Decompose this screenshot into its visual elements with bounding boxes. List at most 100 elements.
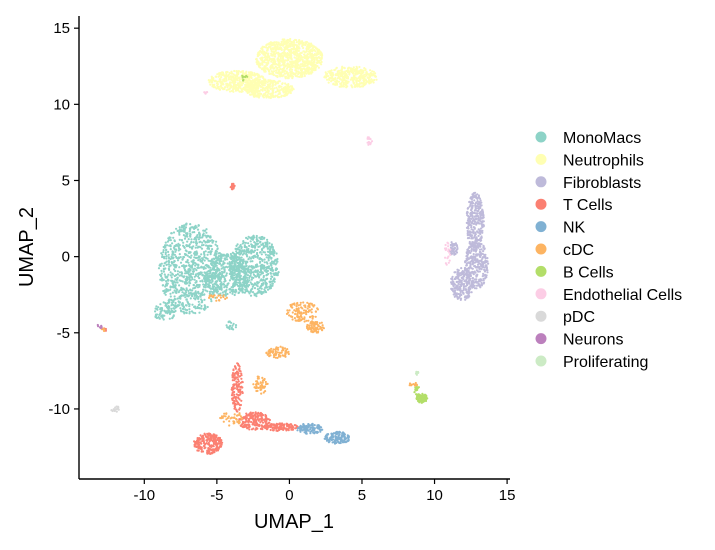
data-point [230, 72, 233, 75]
data-point [246, 255, 249, 258]
data-point [212, 274, 215, 277]
data-point [309, 62, 312, 65]
data-point [297, 54, 300, 57]
data-point [453, 253, 456, 256]
data-point [162, 301, 165, 304]
data-point [228, 87, 231, 90]
data-point [193, 261, 196, 264]
data-point [292, 61, 295, 65]
data-point [250, 265, 253, 268]
data-point [212, 266, 215, 269]
data-point [271, 248, 275, 251]
data-point [276, 272, 279, 275]
data-point [328, 78, 331, 81]
data-point [258, 287, 261, 290]
data-point [310, 67, 313, 70]
data-point [265, 261, 268, 264]
data-point [186, 309, 189, 312]
data-point [356, 85, 359, 88]
data-point [469, 201, 472, 204]
data-point [161, 284, 164, 287]
data-point [266, 238, 269, 241]
data-point [466, 207, 469, 210]
data-point [362, 82, 365, 85]
data-point [252, 80, 255, 83]
data-point [182, 306, 186, 309]
data-point [453, 247, 456, 250]
data-point [235, 279, 238, 282]
data-point [301, 45, 304, 48]
data-point [299, 56, 302, 60]
data-point [199, 294, 202, 297]
data-point [487, 262, 490, 265]
data-point [206, 283, 210, 286]
data-point [472, 218, 475, 221]
data-point [283, 72, 286, 75]
data-point [220, 285, 223, 288]
data-point [470, 217, 473, 220]
data-point [265, 256, 268, 259]
data-point [455, 251, 459, 254]
data-point [471, 263, 474, 266]
data-point [190, 226, 193, 229]
data-point [471, 279, 474, 282]
data-point [270, 256, 273, 259]
data-point [188, 305, 191, 308]
data-point [474, 244, 477, 247]
data-point [475, 237, 478, 240]
data-point [216, 244, 219, 248]
data-point [185, 260, 188, 264]
data-point [262, 282, 265, 285]
data-point [308, 42, 311, 45]
data-point [250, 278, 253, 281]
data-point [260, 68, 264, 71]
data-point [456, 295, 459, 299]
data-point [170, 276, 173, 279]
data-point [249, 281, 252, 284]
data-point [209, 298, 213, 301]
data-point [233, 81, 236, 84]
data-point [454, 286, 457, 289]
data-point [186, 240, 189, 243]
data-point [171, 317, 174, 320]
data-point [219, 283, 222, 286]
data-point [454, 242, 457, 245]
data-point [252, 256, 255, 260]
data-point [186, 294, 189, 297]
data-point [216, 256, 219, 259]
data-point [251, 245, 254, 248]
data-point [229, 78, 232, 81]
data-point [259, 273, 262, 276]
data-point [195, 439, 198, 443]
data-point [185, 275, 188, 278]
data-point [280, 40, 283, 44]
data-point [188, 308, 191, 311]
data-point [470, 243, 473, 246]
data-point [176, 244, 179, 247]
data-point [269, 96, 272, 100]
data-point [230, 75, 233, 78]
data-point [479, 217, 482, 220]
data-point [260, 287, 263, 290]
data-point [207, 247, 210, 250]
data-point [197, 303, 200, 307]
data-point [457, 275, 460, 278]
data-point [188, 310, 191, 313]
data-point [266, 88, 269, 92]
data-point [180, 271, 183, 274]
data-point [290, 89, 294, 92]
data-point [317, 60, 320, 63]
data-point [453, 289, 457, 292]
data-point [193, 297, 196, 300]
data-point [185, 223, 188, 226]
data-point [245, 248, 248, 251]
data-point [246, 274, 250, 277]
data-point [257, 92, 260, 96]
data-point [352, 78, 355, 81]
data-point [226, 292, 229, 296]
data-point [185, 291, 188, 294]
data-point [449, 246, 452, 249]
data-point [179, 279, 182, 282]
data-point [474, 194, 477, 197]
data-point [178, 233, 181, 236]
